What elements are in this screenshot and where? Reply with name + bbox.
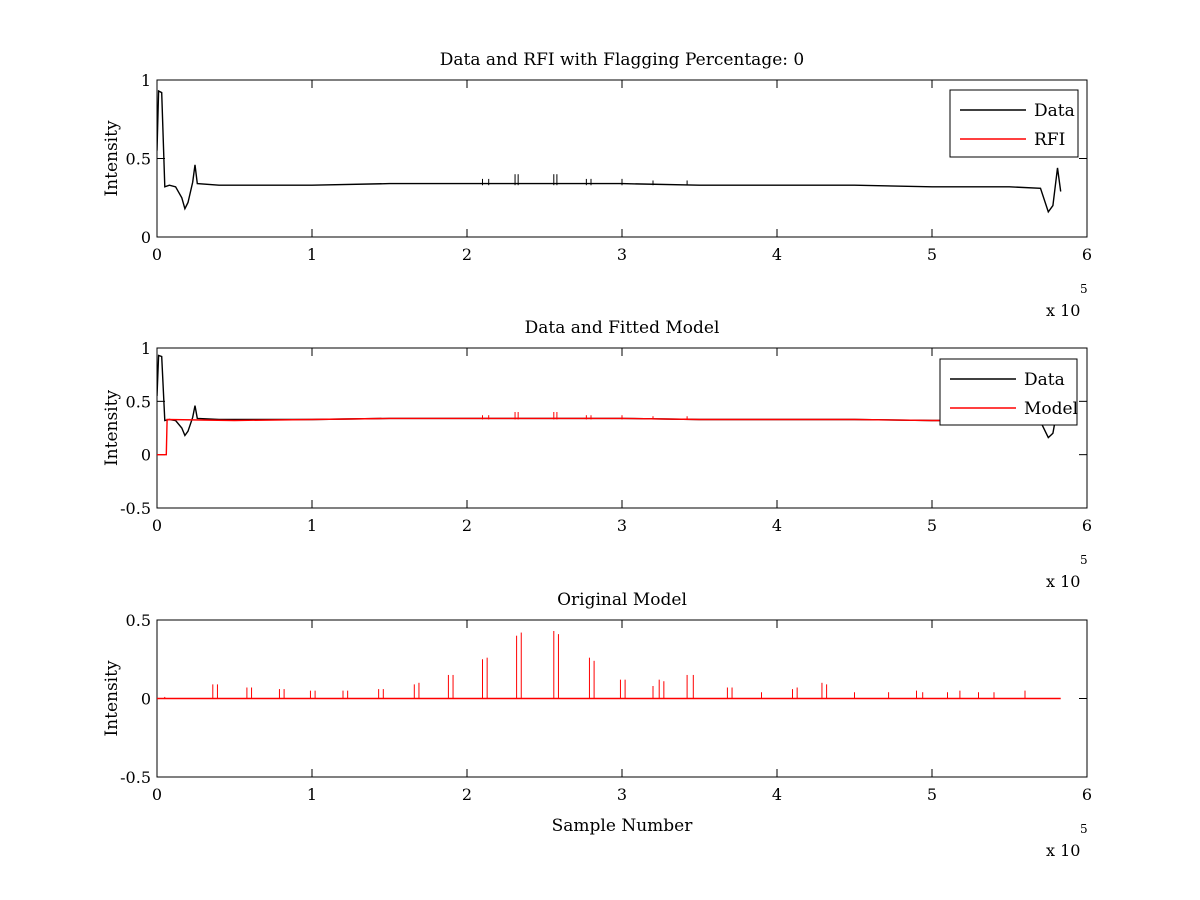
legend-box [939,358,1078,426]
x-tick-label: 4 [772,516,782,535]
y-axis-label: Intensity [102,390,122,466]
legend-label: Data [1034,101,1075,121]
legend: Data RFI [949,89,1079,158]
y-tick-label: 0 [141,690,151,709]
x-multiplier-base: x 10 [1046,572,1080,591]
x-tick-label: 3 [617,516,627,535]
y-tick-label: -0.5 [120,499,151,518]
y-tick-label: 0 [141,228,151,247]
x-tick-label: 0 [152,245,162,264]
x-tick-label: 2 [462,516,472,535]
legend: Data Model [939,358,1078,426]
legend-label: RFI [1034,130,1065,150]
y-tick-label: 1 [141,339,151,358]
plot-content [157,89,1062,214]
x-tick-label: 5 [927,785,937,804]
y-axis-label: Intensity [102,660,122,736]
x-tick-label: 4 [772,785,782,804]
x-multiplier-base: x 10 [1046,841,1080,860]
x-axis-label: Sample Number [552,816,694,836]
x-tick-label: 5 [927,245,937,264]
x-multiplier-exponent: 5 [1080,822,1088,836]
x-multiplier-exponent: 5 [1080,553,1088,567]
x-tick-label: 5 [927,516,937,535]
y-axis-label: Intensity [102,120,122,196]
x-tick-label: 1 [307,516,317,535]
y-tick-label: -0.5 [120,768,151,787]
x-tick-label: 0 [152,785,162,804]
y-tick-label: 0.5 [126,611,151,630]
x-tick-label: 0 [152,516,162,535]
x-multiplier-base: x 10 [1046,301,1080,320]
chart-title: Original Model [557,590,687,610]
x-tick-label: 3 [617,785,627,804]
y-tick-label: 0.5 [126,392,151,411]
chart-panel-1: 0 1 2 3 4 5 6 0 0.5 1 Data and RFI with Flagging P… [102,50,1092,320]
x-tick-label: 1 [307,785,317,804]
x-tick-label: 2 [462,245,472,264]
plot-content [157,630,1061,700]
plot-frame [156,79,1088,238]
x-tick-label: 6 [1082,516,1092,535]
chart-title: Data and Fitted Model [525,318,720,338]
x-tick-label: 6 [1082,785,1092,804]
x-tick-label: 2 [462,785,472,804]
legend-label: Model [1024,399,1078,419]
x-tick-label: 3 [617,245,627,264]
legend-label: Data [1024,370,1065,390]
y-tick-label: 0.5 [126,150,151,169]
series-line-model [157,417,1047,456]
x-tick-label: 1 [307,245,317,264]
legend-box [949,89,1079,158]
y-tick-label: 0 [141,446,151,465]
x-multiplier-exponent: 5 [1080,282,1088,296]
series-line-data [157,89,1062,214]
chart-title: Data and RFI with Flagging Percentage: 0 [440,50,804,70]
y-tick-label: 1 [141,71,151,90]
x-tick-label: 6 [1082,245,1092,264]
plot-frame [156,347,1088,509]
x-tick-label: 4 [772,245,782,264]
